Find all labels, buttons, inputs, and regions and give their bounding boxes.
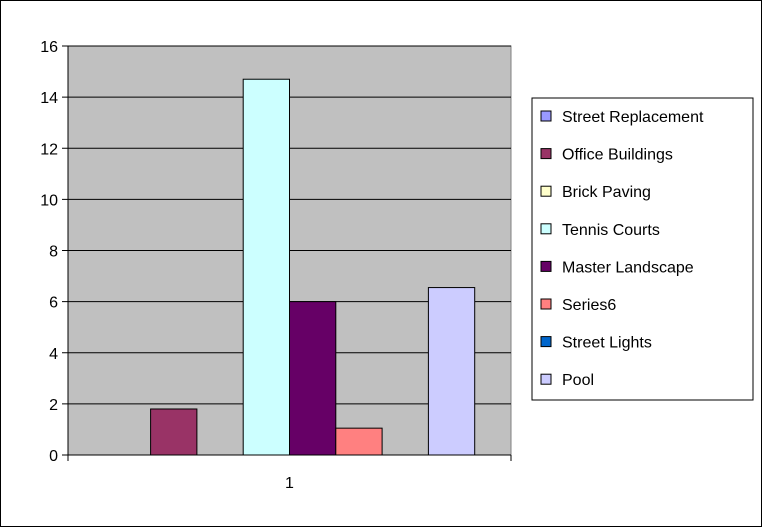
y-tick-label: 10 [40, 192, 58, 209]
legend-label: Master Landscape [562, 259, 694, 276]
legend-label: Office Buildings [562, 147, 673, 164]
legend-label: Street Lights [562, 335, 652, 352]
bar-office-buildings [150, 408, 198, 456]
legend-swatch [540, 185, 552, 197]
legend-swatch [540, 110, 552, 122]
y-tick-label: 16 [40, 39, 58, 56]
y-tick-label: 12 [40, 141, 58, 158]
y-tick-label: 8 [49, 244, 58, 261]
bar-pool [427, 287, 476, 456]
bar-master-landscape [289, 301, 337, 456]
bars [150, 78, 476, 456]
legend-swatch [540, 148, 552, 160]
legend-label: Pool [562, 372, 594, 389]
legend-label: Tennis Courts [562, 222, 660, 239]
legend-label: Brick Paving [562, 184, 651, 201]
bar-tennis-courts [242, 78, 290, 456]
legend-label: Series6 [562, 297, 616, 314]
legend-swatch [540, 336, 552, 348]
y-tick-label: 2 [49, 397, 58, 414]
y-tick-label: 6 [49, 295, 58, 312]
axes: 0 2 4 6 8 10 12 14 16 1 [40, 39, 512, 492]
legend-swatch [540, 298, 552, 310]
y-tick-label: 0 [49, 448, 58, 465]
x-category-label: 1 [285, 475, 294, 492]
bar-series6 [335, 427, 383, 456]
legend-swatch [540, 223, 552, 235]
legend-box [531, 97, 754, 401]
y-tick-label: 4 [49, 346, 58, 363]
legend: Street Replacement Office Buildings Brick … [531, 97, 754, 401]
legend-swatch [540, 260, 552, 272]
y-tick-label: 14 [40, 90, 58, 107]
legend-swatch [540, 373, 552, 385]
legend-label: Street Replacement [562, 109, 704, 126]
